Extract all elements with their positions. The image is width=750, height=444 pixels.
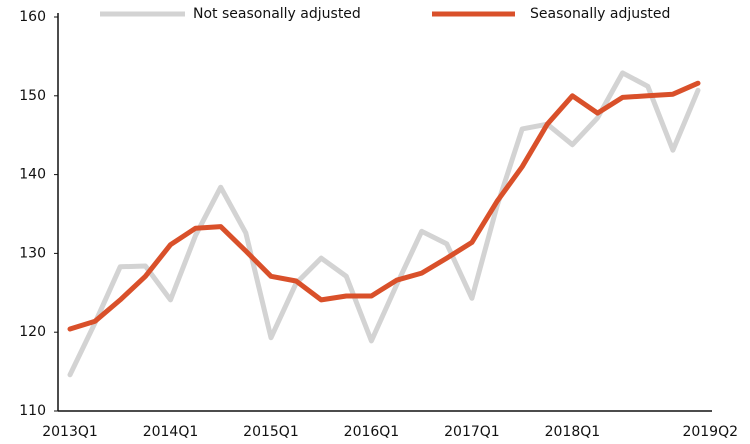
y-tick-label: 120 — [19, 324, 46, 340]
y-tick-label: 140 — [19, 167, 46, 183]
line-series — [67, 70, 701, 378]
x-tick-label: 2013Q1 — [42, 424, 98, 440]
x-tick-label: 2017Q1 — [444, 424, 500, 440]
legend-label: Seasonally adjusted — [530, 6, 670, 22]
y-tick-label: 110 — [19, 403, 46, 419]
x-tick-label: 2019Q2 — [682, 424, 738, 440]
x-tick-label: 2015Q1 — [243, 424, 299, 440]
y-tick-label: 160 — [19, 9, 46, 25]
legend-label: Not seasonally adjusted — [193, 6, 361, 22]
x-tick-label: 2016Q1 — [344, 424, 400, 440]
line-series — [67, 80, 701, 332]
x-tick-label: 2014Q1 — [143, 424, 199, 440]
y-tick-label: 130 — [19, 245, 46, 261]
y-tick-label: 150 — [19, 88, 46, 104]
x-tick-label: 2018Q1 — [545, 424, 601, 440]
